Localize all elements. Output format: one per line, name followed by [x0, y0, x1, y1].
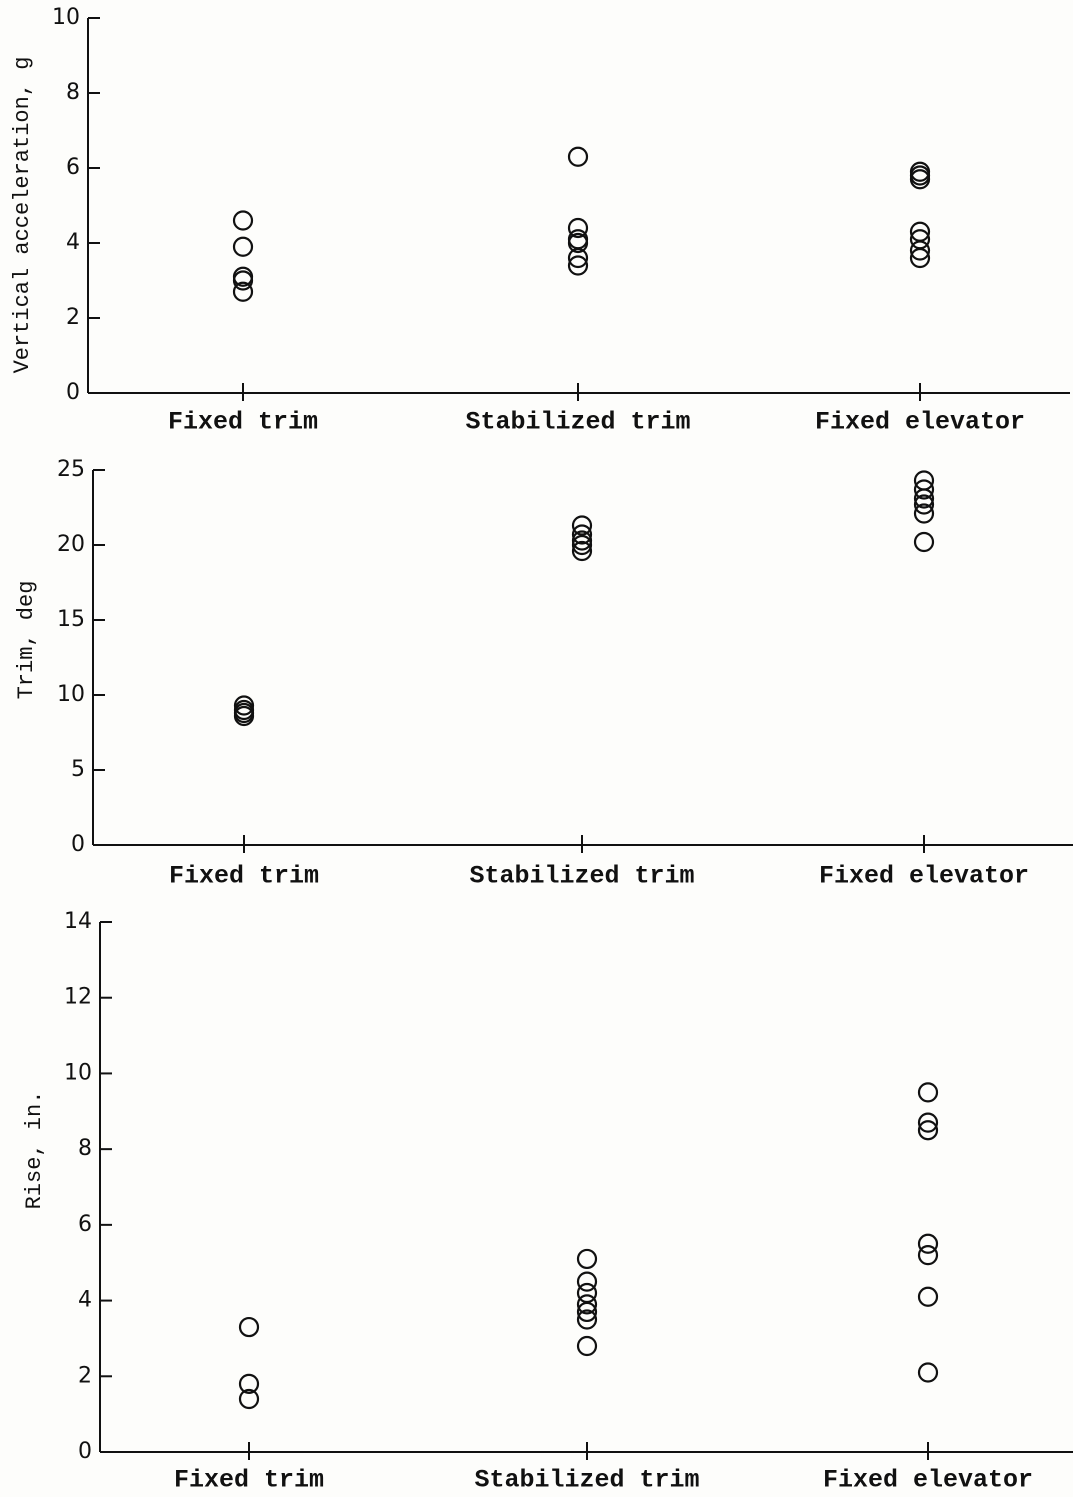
y-tick-label: 6 [66, 155, 80, 180]
y-tick-label: 4 [66, 230, 80, 255]
y-tick-label: 0 [71, 832, 85, 857]
data-point [232, 210, 254, 231]
x-tick-label: Fixed elevator [823, 1466, 1033, 1495]
y-tick-label: 12 [64, 985, 92, 1010]
data-point [567, 255, 589, 276]
data-point [576, 1335, 598, 1357]
data-point [909, 240, 931, 261]
data-point [913, 488, 935, 509]
x-tick-label: Fixed trim [169, 862, 319, 891]
y-tick-label: 2 [78, 1363, 92, 1388]
y-axis-label: Vertical acceleration, g [10, 57, 35, 374]
y-tick-label: 15 [57, 607, 85, 632]
data-point [571, 534, 593, 556]
x-tick-label: Stabilized trim [465, 408, 690, 437]
y-tick-label: 4 [78, 1288, 92, 1313]
data-point [567, 217, 589, 239]
data-point [917, 1120, 939, 1141]
y-tick-label: 10 [57, 682, 85, 707]
data-point [571, 515, 593, 536]
data-point [576, 1309, 598, 1330]
y-tick-label: 10 [64, 1060, 92, 1085]
data-point [576, 1294, 598, 1315]
data-point [232, 270, 254, 291]
x-tick-label: Fixed trim [174, 1466, 324, 1495]
x-tick-label: Fixed elevator [819, 862, 1029, 891]
data-point [238, 1388, 260, 1410]
data-point [913, 479, 935, 500]
data-point [571, 540, 593, 562]
data-point [232, 281, 254, 302]
data-point [576, 1271, 598, 1292]
y-tick-label: 8 [66, 80, 80, 105]
data-point [917, 1362, 939, 1383]
data-point [913, 503, 935, 524]
data-point [576, 1301, 598, 1323]
x-tick-label: Stabilized trim [469, 862, 694, 891]
y-tick-label: 14 [64, 909, 92, 934]
data-point [917, 1082, 939, 1103]
y-tick-label: 10 [52, 5, 80, 30]
y-tick-label: 20 [57, 532, 85, 557]
y-tick-label: 25 [57, 457, 85, 482]
data-point [233, 705, 255, 727]
y-axis-label: Rise, in. [22, 1091, 47, 1210]
y-tick-label: 6 [78, 1212, 92, 1237]
y-tick-label: 0 [78, 1439, 92, 1464]
data-point [917, 1112, 939, 1133]
data-point [238, 1316, 260, 1338]
y-tick-label: 5 [71, 757, 85, 782]
data-point [917, 1286, 939, 1307]
y-tick-label: 0 [66, 380, 80, 405]
y-tick-label: 2 [66, 305, 80, 330]
x-tick-label: Fixed trim [168, 408, 318, 437]
x-tick-label: Fixed elevator [815, 408, 1025, 437]
x-tick-label: Stabilized trim [474, 1466, 699, 1495]
data-point [576, 1248, 598, 1270]
data-point [567, 232, 589, 254]
data-point [567, 146, 589, 167]
data-point [909, 169, 931, 190]
data-point [917, 1233, 939, 1254]
y-axis-label: Trim, deg [14, 581, 39, 700]
data-point [238, 1373, 260, 1394]
y-tick-label: 8 [78, 1136, 92, 1161]
data-point [913, 531, 935, 553]
data-point [232, 236, 254, 257]
data-point [567, 247, 589, 269]
data-point [571, 524, 593, 545]
data-point [913, 494, 935, 515]
data-point [909, 247, 931, 269]
data-point [917, 1245, 939, 1266]
